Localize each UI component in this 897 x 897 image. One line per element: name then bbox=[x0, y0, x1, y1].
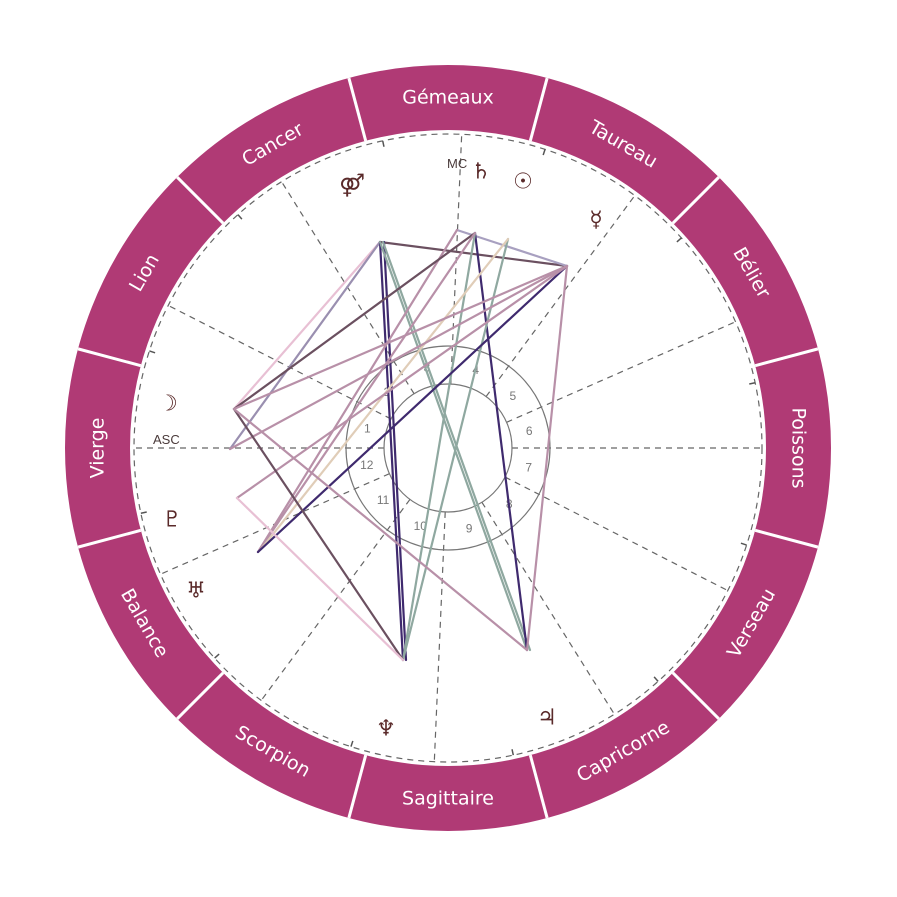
degree-tick bbox=[653, 676, 659, 682]
aspect-line bbox=[382, 240, 408, 662]
uranus-icon: ♅ bbox=[186, 579, 206, 604]
degree-tick bbox=[350, 740, 354, 747]
degree-tick bbox=[740, 542, 747, 546]
sign-divider bbox=[176, 671, 225, 720]
asc-label: ASC bbox=[153, 432, 180, 447]
house-ring-outer bbox=[345, 345, 551, 551]
pluto-icon: ♇ bbox=[162, 508, 182, 533]
sign-divider bbox=[528, 754, 549, 819]
aspect-line bbox=[232, 407, 529, 652]
aspect-line bbox=[401, 237, 510, 662]
aspect-line bbox=[378, 240, 405, 662]
sign-divider bbox=[528, 77, 549, 142]
moon-icon: ☽ bbox=[158, 392, 178, 417]
degree-tick bbox=[749, 381, 756, 385]
wheel-circle bbox=[133, 133, 763, 763]
house-cusp-9 bbox=[481, 501, 615, 715]
house-number-11: 11 bbox=[377, 493, 390, 507]
house-cusp-6 bbox=[506, 321, 736, 423]
saturn-icon: ♄ bbox=[471, 160, 491, 185]
zodiac-band bbox=[65, 65, 831, 831]
aspect-line bbox=[228, 240, 382, 451]
house-cusp-11 bbox=[260, 499, 411, 701]
degree-tick bbox=[237, 214, 243, 220]
aspect-line bbox=[228, 264, 569, 451]
degree-tick bbox=[511, 749, 515, 756]
chart-wheel bbox=[133, 133, 763, 763]
zodiac-ring: PoissonsBélierTaureauGémeauxCancerLionVi… bbox=[65, 65, 831, 831]
sign-divider bbox=[347, 77, 368, 142]
degree-tick bbox=[381, 140, 385, 147]
aspect-line bbox=[378, 240, 529, 652]
aspect-line bbox=[256, 228, 459, 554]
neptune-icon: ♆ bbox=[376, 717, 396, 742]
degree-tick bbox=[542, 149, 546, 156]
house-cusp-5 bbox=[485, 195, 636, 397]
aspect-line bbox=[256, 264, 569, 554]
aspect-lines bbox=[228, 228, 569, 662]
sun-icon: ☉ bbox=[513, 170, 533, 195]
sign-divider bbox=[77, 347, 142, 368]
aspect-line bbox=[525, 264, 569, 652]
house-number-1: 1 bbox=[364, 422, 371, 436]
sign-label-7: Vierge bbox=[87, 418, 109, 479]
sign-divider bbox=[347, 754, 368, 819]
aspect-line bbox=[232, 264, 569, 411]
jupiter-icon: ♃ bbox=[537, 706, 557, 731]
sign-divider bbox=[176, 176, 225, 225]
sign-label-4: Gémeaux bbox=[402, 87, 494, 109]
house-number-7: 7 bbox=[525, 460, 532, 474]
venus-mars-icon: ⚤ bbox=[339, 174, 365, 199]
house-cusp-2 bbox=[167, 304, 392, 420]
sign-divider bbox=[671, 176, 720, 225]
planet-glyphs: ⚤ ♄ ☉ ☿ ☽ ♇ ♅ ♆ ♃ bbox=[158, 160, 603, 742]
sign-divider bbox=[671, 671, 720, 720]
aspect-line bbox=[235, 496, 405, 662]
sign-divider bbox=[754, 347, 819, 368]
house-number-3: 3 bbox=[424, 361, 431, 375]
degree-tick bbox=[149, 350, 156, 354]
aspect-line bbox=[401, 231, 477, 662]
house-number-12: 12 bbox=[360, 458, 374, 472]
degree-tick bbox=[214, 653, 220, 659]
degree-tick bbox=[140, 511, 147, 515]
aspect-line bbox=[232, 231, 477, 411]
house-cusp-8 bbox=[504, 476, 729, 592]
aspect-line bbox=[235, 264, 569, 500]
mercury-icon: ☿ bbox=[589, 208, 603, 233]
aspect-line bbox=[378, 240, 569, 268]
house-ring-inner bbox=[383, 383, 513, 513]
aspect-line bbox=[232, 407, 405, 662]
house-number-5: 5 bbox=[510, 389, 517, 403]
house-number-9: 9 bbox=[466, 521, 473, 535]
sign-label-10: Sagittaire bbox=[402, 788, 494, 810]
sign-label-1: Poissons bbox=[788, 407, 810, 488]
house-number-6: 6 bbox=[526, 424, 533, 438]
house-cusp-10 bbox=[433, 511, 446, 762]
aspect-line bbox=[232, 240, 382, 411]
sign-divider bbox=[754, 528, 819, 549]
sign-divider bbox=[77, 528, 142, 549]
mc-label: MC bbox=[447, 156, 467, 171]
chart-angles: ASC MC bbox=[153, 156, 467, 447]
degree-tick bbox=[676, 237, 682, 243]
